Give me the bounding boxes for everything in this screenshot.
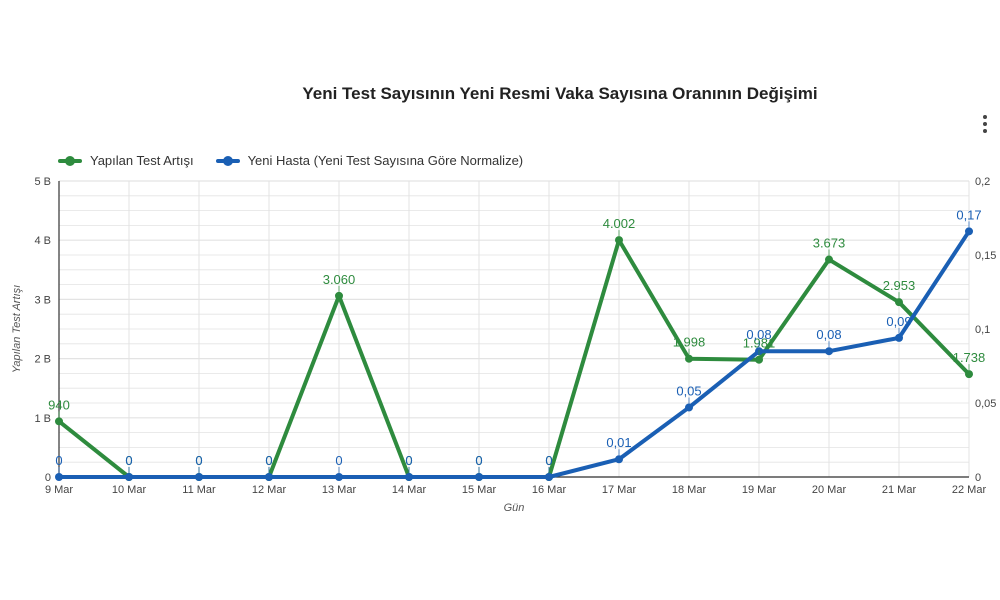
data-point-test — [685, 354, 693, 363]
series-line-patient — [57, 229, 971, 479]
data-label-test: 0 — [545, 453, 552, 468]
data-point-patient — [125, 473, 133, 481]
x-tick-label: 19 Mar — [742, 484, 777, 496]
data-label-test: 0 — [405, 453, 412, 468]
data-label-test: 0 — [475, 453, 482, 468]
x-tick-label: 10 Mar — [112, 484, 147, 496]
legend-item-patient[interactable]: Yeni Hasta (Yeni Test Sayısına Göre Norm… — [215, 153, 524, 168]
y-right-tick-label: 0 — [975, 472, 981, 484]
x-tick-label: 20 Mar — [812, 484, 847, 496]
y-right-tick-label: 0,1 — [975, 324, 990, 336]
data-point-patient — [265, 473, 273, 481]
x-tick-label: 9 Mar — [45, 484, 73, 496]
legend-swatch-test — [58, 155, 82, 166]
y-left-tick-label: 3 B — [34, 294, 51, 306]
data-point-test — [755, 355, 763, 364]
y-left-tick-label: 4 B — [34, 235, 51, 247]
data-point-patient — [475, 473, 483, 481]
data-point-patient — [615, 455, 623, 464]
x-tick-label: 14 Mar — [392, 484, 427, 496]
y-right-tick-label: 0,05 — [975, 398, 996, 410]
data-point-patient — [335, 473, 343, 481]
x-tick-label: 11 Mar — [182, 484, 216, 496]
data-point-test — [335, 291, 343, 300]
data-label-patient: 0 — [545, 453, 552, 468]
data-label-test: 0 — [265, 453, 272, 468]
data-label-patient: 0 — [475, 453, 482, 468]
data-point-patient — [545, 473, 553, 481]
legend: Yapılan Test Artışı Yeni Hasta (Yeni Tes… — [58, 153, 523, 168]
data-label-test: 1.738 — [953, 350, 986, 365]
data-label-patient: 0 — [265, 453, 272, 468]
data-point-test — [55, 417, 63, 426]
data-label-test: 0 — [195, 453, 202, 468]
x-tick-label: 15 Mar — [462, 484, 497, 496]
x-tick-label: 17 Mar — [602, 484, 637, 496]
data-label-test: 0 — [125, 453, 132, 468]
legend-swatch-patient — [215, 155, 240, 166]
more-vertical-icon[interactable] — [975, 112, 995, 136]
data-label-patient: 0,05 — [676, 383, 701, 398]
y-right-tick-label: 0,2 — [975, 176, 990, 188]
x-tick-label: 22 Mar — [952, 484, 987, 496]
data-point-patient — [195, 473, 203, 481]
data-point-patient — [55, 473, 63, 481]
y-left-tick-label: 1 B — [34, 413, 51, 425]
legend-label-patient: Yeni Hasta (Yeni Test Sayısına Göre Norm… — [247, 153, 524, 168]
data-label-patient: 0 — [195, 453, 202, 468]
data-label-patient: 0 — [55, 453, 62, 468]
x-tick-label: 16 Mar — [532, 484, 567, 496]
data-label-patient: 0,08 — [816, 327, 841, 342]
y-right-tick-label: 0,15 — [975, 250, 996, 262]
x-tick-label: 18 Mar — [672, 484, 707, 496]
data-point-patient — [405, 473, 413, 481]
x-tick-label: 13 Mar — [322, 484, 357, 496]
data-label-patient: 0,09 — [886, 314, 911, 329]
data-point-test — [895, 298, 903, 307]
chart-title: Yeni Test Sayısının Yeni Resmi Vaka Sayı… — [302, 84, 818, 103]
data-label-test: 940 — [48, 397, 70, 412]
data-label-patient: 0,08 — [746, 327, 771, 342]
data-label-test: 1.998 — [673, 335, 706, 350]
data-label-patient: 0 — [405, 453, 412, 468]
data-point-patient — [825, 347, 833, 356]
data-point-patient — [895, 333, 903, 342]
data-point-test — [825, 255, 833, 264]
x-tick-label: 21 Mar — [882, 484, 917, 496]
x-tick-label: 12 Mar — [252, 484, 287, 496]
data-point-patient — [685, 403, 693, 412]
data-label-test: 3.060 — [323, 272, 356, 287]
legend-label-test: Yapılan Test Artışı — [90, 153, 194, 168]
x-axis-title: Gün — [504, 502, 525, 514]
data-point-patient — [965, 227, 973, 236]
y-left-tick-label: 2 B — [34, 354, 51, 366]
y-left-tick-label: 5 B — [34, 176, 51, 188]
data-label-patient: 0,17 — [956, 207, 981, 222]
y-axis-title: Yapılan Test Artışı — [11, 285, 23, 373]
data-label-test: 4.002 — [603, 216, 636, 231]
legend-item-test[interactable]: Yapılan Test Artışı — [58, 153, 194, 168]
data-label-test: 3.673 — [813, 236, 846, 251]
y-left-tick-label: 0 — [45, 472, 51, 484]
data-label-patient: 0 — [335, 453, 342, 468]
data-point-test — [965, 370, 973, 379]
data-point-test — [615, 236, 623, 245]
data-label-test: 2.953 — [883, 278, 916, 293]
data-label-patient: 0,01 — [606, 435, 631, 450]
data-label-patient: 0 — [125, 453, 132, 468]
